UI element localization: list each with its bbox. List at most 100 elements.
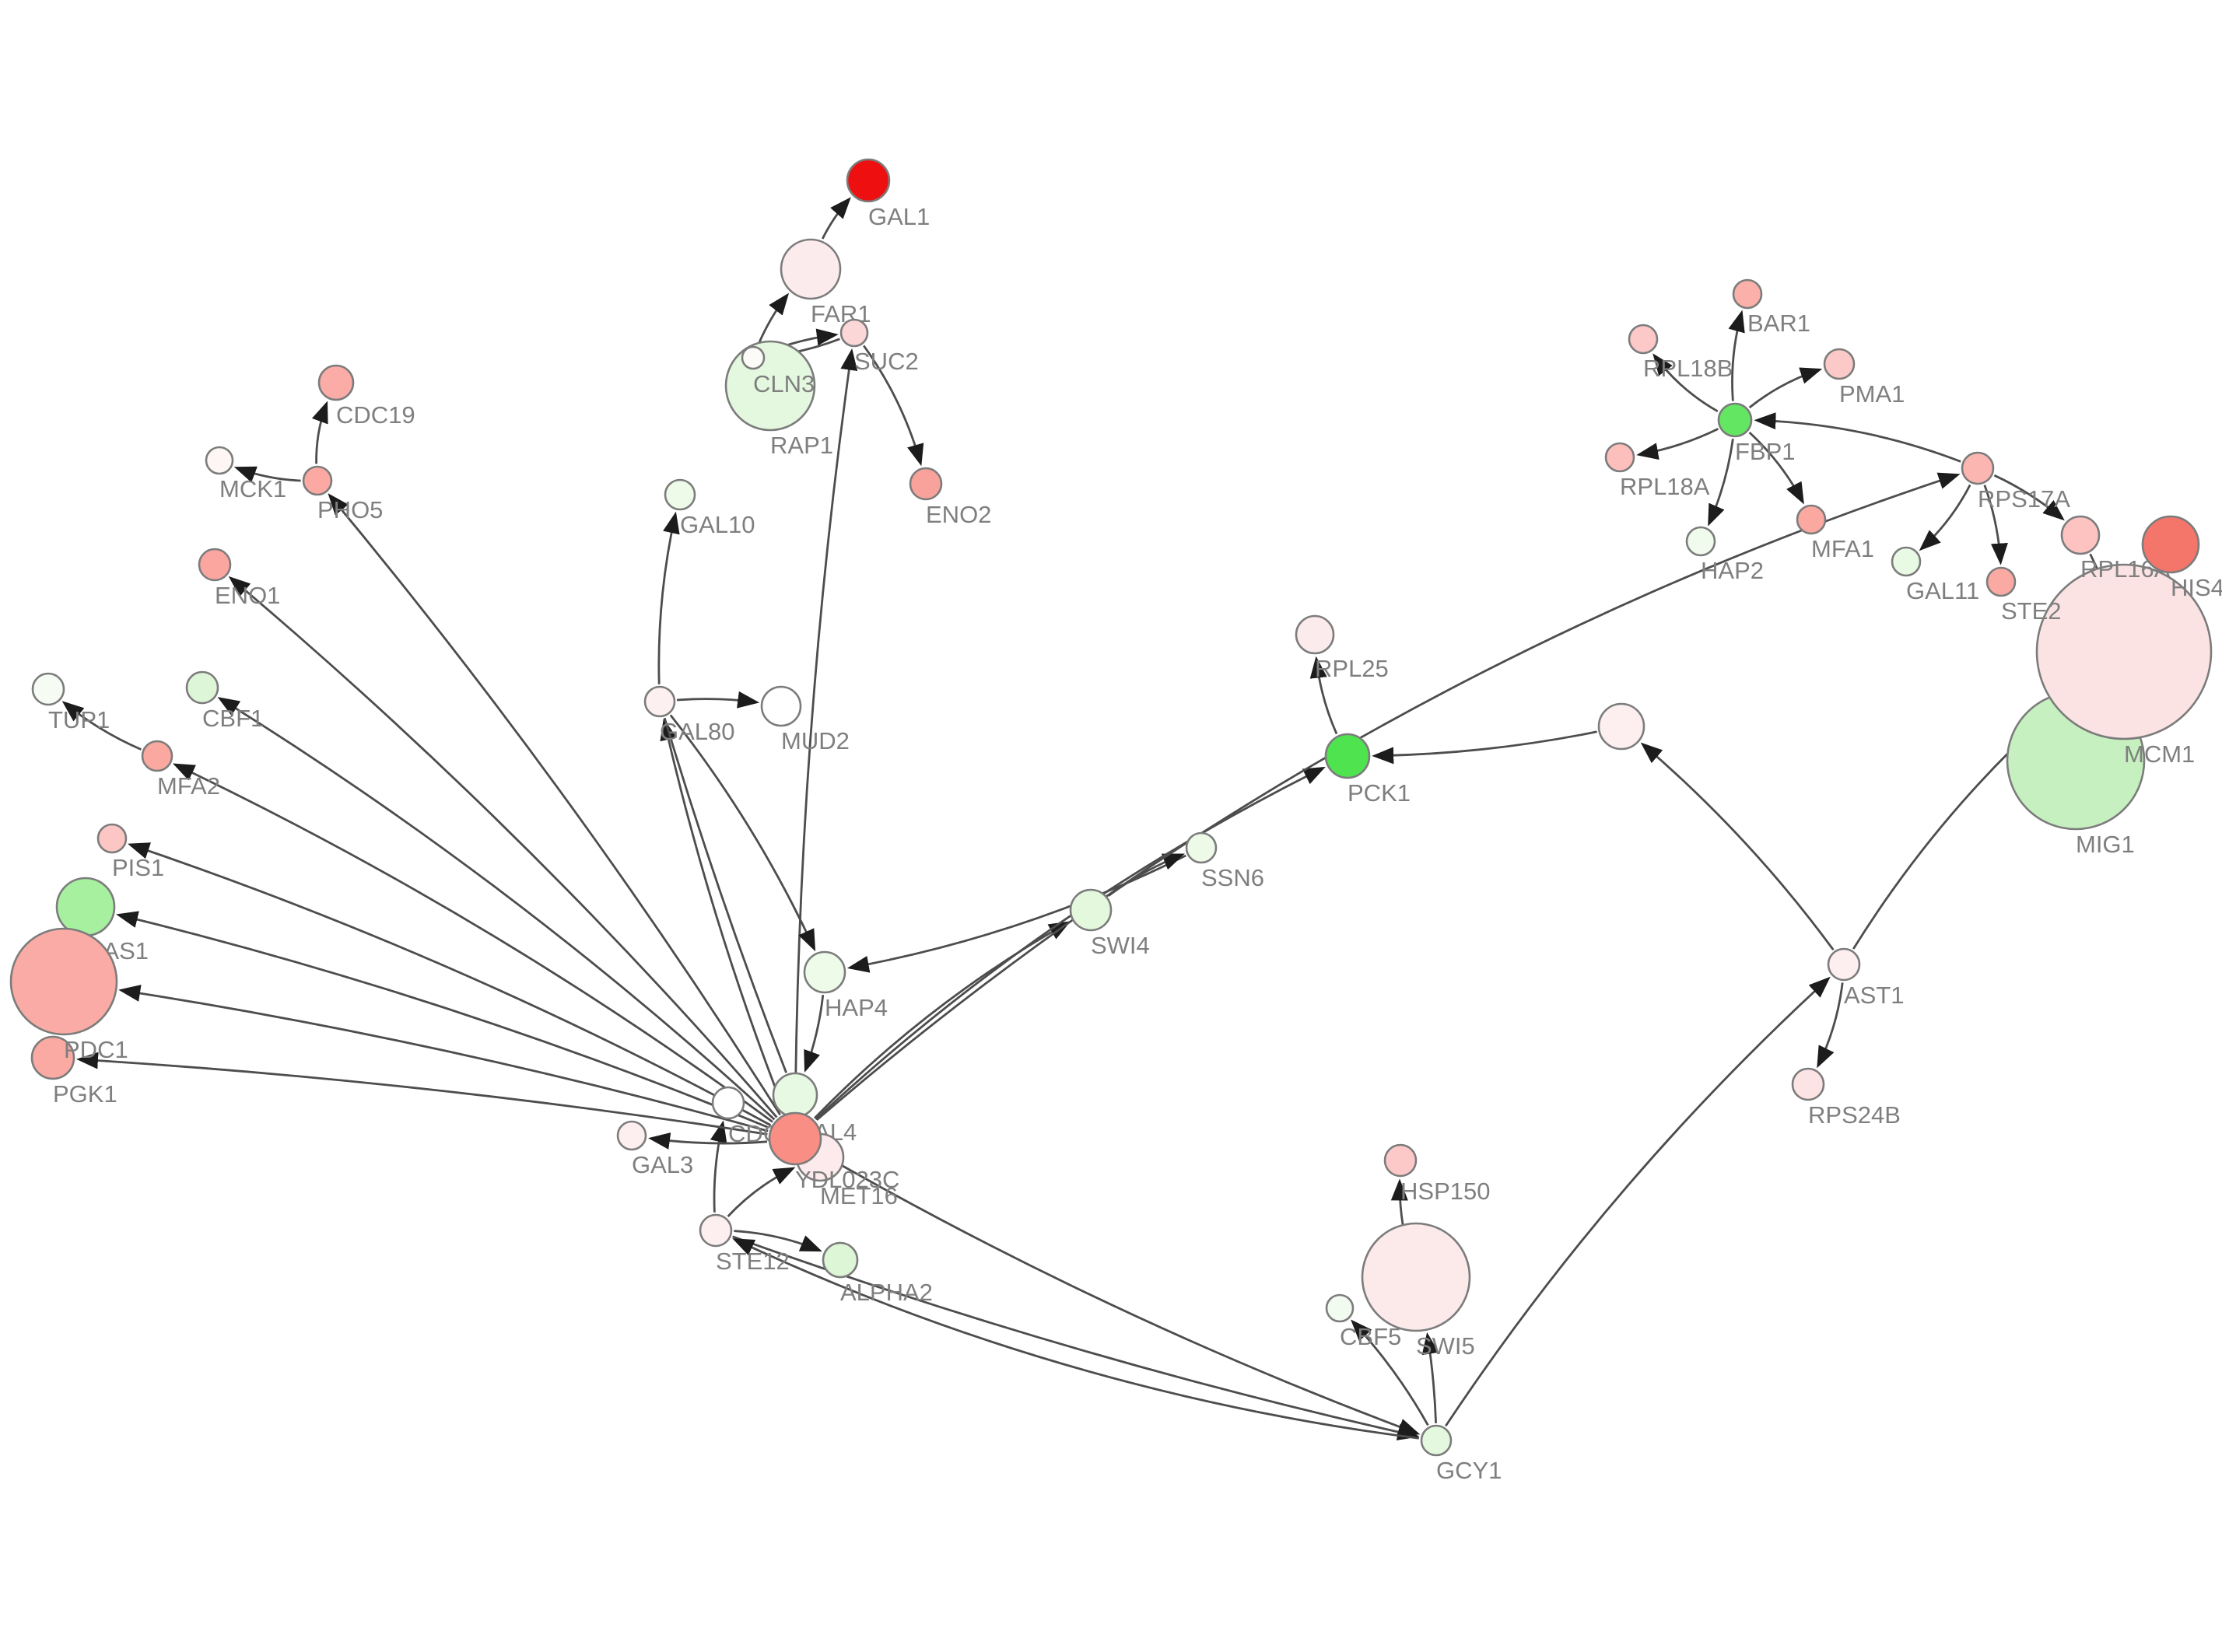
graph-edge-pho5-cdc19[interactable] bbox=[311, 401, 328, 464]
node-circle-gcy1[interactable] bbox=[1420, 1424, 1453, 1457]
node-circle-suc2[interactable] bbox=[839, 318, 869, 348]
graph-edge-ste12-alpha2[interactable] bbox=[734, 1230, 822, 1252]
graph-edge-ydl023c-pck1[interactable] bbox=[815, 766, 1326, 1121]
node-circle-rpl18a[interactable] bbox=[1604, 442, 1635, 473]
graph-edge-ssn6-hap4[interactable] bbox=[846, 854, 1186, 973]
graph-node-pdc1[interactable]: PDC1 bbox=[9, 927, 128, 1063]
node-circle-rps24b[interactable] bbox=[1791, 1067, 1825, 1101]
graph-node-pis1[interactable]: PIS1 bbox=[96, 823, 164, 881]
graph-edge-fbp1-mfa1[interactable] bbox=[1748, 431, 1804, 505]
node-circle-ydl023c[interactable] bbox=[768, 1111, 822, 1166]
node-circle-cdc28[interactable] bbox=[711, 1086, 745, 1120]
graph-edge-ydl023c-gal3[interactable] bbox=[648, 1132, 768, 1150]
graph-node-cbf1[interactable]: CBF1 bbox=[185, 670, 264, 732]
graph-edge-gcy1-cbf5[interactable] bbox=[1351, 1319, 1429, 1426]
graph-edge-ydl023c-pdc1[interactable] bbox=[118, 985, 769, 1132]
node-circle-cln3[interactable] bbox=[741, 345, 766, 370]
graph-node-rpl25[interactable]: RPL25 bbox=[1295, 614, 1389, 682]
graph-node-cdc19[interactable]: CDC19 bbox=[317, 364, 415, 429]
node-circle-cbf5[interactable] bbox=[1325, 1293, 1355, 1323]
node-circle-fbp1[interactable] bbox=[1717, 402, 1753, 438]
graph-node-hap2[interactable]: HAP2 bbox=[1685, 526, 1764, 584]
graph-edge-ydl023c-pho5[interactable] bbox=[328, 493, 781, 1116]
node-circle-cdc19[interactable] bbox=[317, 364, 355, 401]
graph-node-rpl18b[interactable]: RPL18B bbox=[1628, 324, 1733, 382]
node-circle-ast1[interactable] bbox=[1827, 947, 1861, 982]
graph-node-gal80[interactable]: GAL80 bbox=[643, 685, 735, 745]
node-circle-eno2[interactable] bbox=[909, 467, 943, 501]
graph-edge-pck1-rpl25[interactable] bbox=[1309, 656, 1338, 735]
node-circle-gal80[interactable] bbox=[643, 685, 676, 718]
graph-edge-ydl023c-cbf1[interactable] bbox=[217, 697, 776, 1121]
graph-node-gal3[interactable]: GAL3 bbox=[616, 1120, 693, 1178]
graph-edge-ydl023c-eno1[interactable] bbox=[228, 576, 778, 1118]
graph-edge-gal80-mud2[interactable] bbox=[676, 691, 760, 709]
node-circle-rpl18b[interactable] bbox=[1628, 324, 1659, 355]
node-circle-alpha2[interactable] bbox=[822, 1241, 859, 1279]
graph-node-far1[interactable]: FAR1 bbox=[780, 238, 871, 327]
graph-edge-gcy1-ste12[interactable] bbox=[732, 1238, 1419, 1440]
graph-node-ssn6[interactable]: SSN6 bbox=[1185, 831, 1264, 891]
graph-node-suc2[interactable]: SUC2 bbox=[839, 318, 919, 375]
graph-node-pck1[interactable]: PCK1 bbox=[1324, 733, 1411, 807]
graph-node-rpl18a[interactable]: RPL18A bbox=[1604, 442, 1710, 500]
graph-node-hsp150[interactable]: HSP150 bbox=[1383, 1143, 1490, 1205]
node-circle-tup1[interactable] bbox=[31, 672, 65, 706]
graph-node-gal11[interactable]: GAL11 bbox=[1891, 546, 1979, 604]
graph-node-hap4[interactable]: HAP4 bbox=[803, 950, 888, 1021]
node-circle-swi5[interactable] bbox=[1361, 1222, 1471, 1332]
graph-node-mck1[interactable]: MCK1 bbox=[205, 446, 286, 502]
graph-node-swi5[interactable]: SWI5 bbox=[1361, 1222, 1475, 1360]
graph-edge-cln3-far1[interactable] bbox=[757, 292, 790, 346]
node-circle-ras1[interactable] bbox=[55, 877, 116, 937]
graph-node-gcy1[interactable]: GCY1 bbox=[1420, 1424, 1502, 1484]
node-circle-ssn6[interactable] bbox=[1185, 831, 1218, 864]
graph-node-tup1[interactable]: TUP1 bbox=[31, 672, 110, 733]
graph-edge-fbp1-rpl18a[interactable] bbox=[1636, 428, 1719, 460]
graph-node-eno2[interactable]: ENO2 bbox=[909, 467, 991, 528]
graph-node-gal10[interactable]: GAL10 bbox=[664, 478, 755, 538]
graph-edge-rps17a-fbp1[interactable] bbox=[1754, 412, 1961, 463]
node-circle-rpl25[interactable] bbox=[1295, 614, 1335, 655]
node-circle-swi4[interactable] bbox=[1069, 888, 1113, 932]
graph-edge-gcy1-ast1[interactable] bbox=[1445, 976, 1831, 1427]
graph-edge-pho5-mck1[interactable] bbox=[233, 466, 301, 483]
node-circle-far1[interactable] bbox=[780, 238, 842, 300]
node-circle-pck1[interactable] bbox=[1324, 733, 1371, 779]
node-circle-ste2[interactable] bbox=[1985, 566, 2017, 597]
graph-node-ste12[interactable]: STE12 bbox=[699, 1213, 790, 1275]
graph-edge-ast1-unnamed[interactable] bbox=[1640, 742, 1835, 951]
graph-edge-mfa2-tup1[interactable] bbox=[61, 701, 142, 751]
graph-node-cln3[interactable]: CLN3 bbox=[741, 345, 815, 397]
node-circle-bar1[interactable] bbox=[1732, 278, 1763, 310]
node-circle-pho5[interactable] bbox=[302, 465, 333, 496]
graph-edge-ydl023c-gcy1[interactable] bbox=[818, 1151, 1421, 1435]
node-circle-mud2[interactable] bbox=[760, 685, 802, 727]
graph-node-pma1[interactable]: PMA1 bbox=[1823, 348, 1905, 408]
graph-edge-rps17a-ste2[interactable] bbox=[1983, 485, 2008, 565]
graph-node-ast1[interactable]: AST1 bbox=[1827, 947, 1905, 1009]
graph-edge-rps17a-gal11[interactable] bbox=[1919, 484, 1971, 551]
graph-edge-ste12-met16[interactable] bbox=[727, 1167, 796, 1217]
graph-node-unnamed[interactable] bbox=[1597, 702, 1645, 751]
node-circle-mfa2[interactable] bbox=[141, 740, 173, 772]
graph-edge-fbp1-rpl18b[interactable] bbox=[1652, 353, 1719, 413]
node-circle-pgk1[interactable] bbox=[30, 1035, 75, 1080]
graph-edge-fbp1-bar1[interactable] bbox=[1728, 310, 1745, 401]
graph-edge-ast1-rps24b[interactable] bbox=[1817, 982, 1844, 1069]
graph-edge-rps17a-rpl16a[interactable] bbox=[1993, 474, 2065, 521]
node-circle-mfa1[interactable] bbox=[1796, 504, 1827, 535]
node-circle-eno1[interactable] bbox=[198, 548, 232, 582]
graph-node-cbf5[interactable]: CBF5 bbox=[1325, 1293, 1401, 1350]
graph-node-bar1[interactable]: BAR1 bbox=[1732, 278, 1810, 337]
graph-node-rps17a[interactable]: RPS17A bbox=[1961, 451, 2070, 513]
graph-node-swi4[interactable]: SWI4 bbox=[1069, 888, 1150, 959]
node-circle-ste12[interactable] bbox=[699, 1213, 733, 1248]
graph-edge-far1-gal1[interactable] bbox=[821, 197, 851, 240]
node-circle-gal11[interactable] bbox=[1891, 546, 1922, 577]
node-circle-mcm1[interactable] bbox=[2035, 563, 2213, 740]
graph-edge-suc2-eno2[interactable] bbox=[863, 345, 924, 467]
node-circle-gal3[interactable] bbox=[616, 1120, 647, 1151]
graph-edge-gcy1-swi5[interactable] bbox=[1421, 1332, 1439, 1423]
